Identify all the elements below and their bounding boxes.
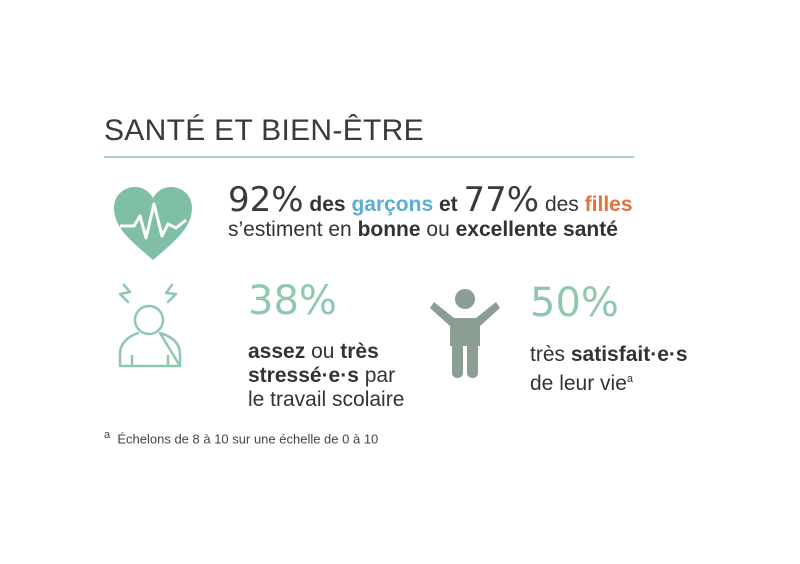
footnote-text: Échelons de 8 à 10 sur une échelle de 0 … (117, 431, 379, 447)
health-line-1: 92% des garçons et 77% des filles (228, 180, 633, 220)
heart-pulse-icon (114, 187, 192, 260)
text: des (309, 193, 346, 216)
text: et (439, 193, 458, 216)
girls-percent: 77% (463, 180, 540, 220)
title-divider (104, 156, 634, 158)
satisfaction-description: très satisfait·e·s de leur viea (530, 343, 688, 396)
text: très (340, 340, 379, 363)
text: ou (426, 218, 450, 241)
boys-label: garçons (351, 193, 434, 216)
health-line-2: s’estiment en bonne ou excellente santé (228, 218, 618, 242)
text: assez (248, 340, 306, 363)
footnote-marker: a (104, 429, 111, 441)
footnote-marker: a (626, 373, 634, 385)
text: par (364, 364, 396, 387)
satisfaction-percent: 50% (530, 280, 619, 326)
text: satisfait·e·s (570, 343, 688, 366)
text: stressé·e·s (248, 364, 359, 387)
text: excellente santé (455, 218, 618, 241)
footnote: a Échelons de 8 à 10 sur une échelle de … (104, 429, 378, 446)
girls-label: filles (584, 193, 633, 216)
text: des (544, 193, 579, 216)
text: de leur vie (530, 372, 627, 395)
section-title: SANTÉ ET BIEN-ÊTRE (104, 114, 424, 147)
boys-percent: 92% (228, 180, 304, 220)
text: le travail scolaire (248, 388, 405, 411)
stress-percent: 38% (248, 278, 337, 324)
stressed-person-icon (118, 283, 182, 368)
text: ou (311, 340, 335, 363)
stress-description: assez ou très stressé·e·s par le travail… (248, 340, 404, 412)
text: s’estiment en (228, 218, 352, 241)
text: très (530, 343, 566, 366)
text: bonne (357, 218, 421, 241)
happy-person-icon (430, 289, 500, 378)
